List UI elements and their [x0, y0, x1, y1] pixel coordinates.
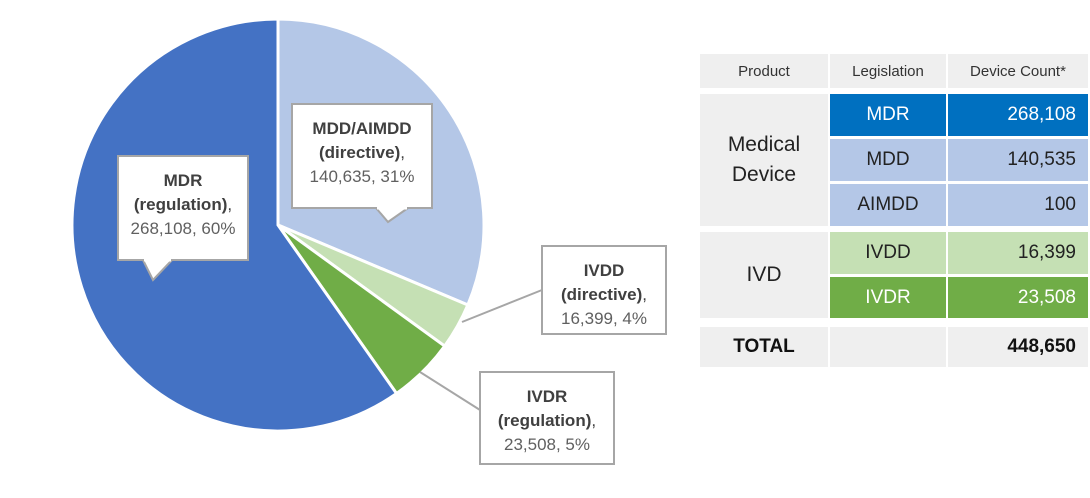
count-cell: 16,399 [948, 232, 1088, 274]
callout-value: 23,508, 5% [504, 435, 590, 454]
header-product: Product [700, 54, 828, 88]
callout-box [479, 371, 615, 465]
callout-descriptor: (regulation), [134, 195, 232, 214]
callout-ivdr: IVDR (regulation), 23,508, 5% [419, 371, 615, 465]
legislation-cell: MDD [830, 139, 946, 181]
legislation-cell: MDR [830, 94, 946, 136]
total-label: TOTAL [700, 327, 828, 367]
product-ivd: IVD [700, 232, 828, 318]
pie-chart: MDR (regulation), 268,108, 60% MDD/AIMDD (di… [70, 17, 667, 465]
callout-box [117, 155, 249, 261]
total-value: 448,650 [948, 327, 1088, 367]
callout-value: 268,108, 60% [131, 219, 236, 238]
table-header-row: Product Legislation Device Count* [700, 54, 1088, 88]
count-cell: 268,108 [948, 94, 1088, 136]
callout-pointer [375, 207, 409, 224]
table-row: MDD 140,535 [830, 139, 1088, 181]
count-cell: 140,535 [948, 139, 1088, 181]
callout-descriptor: (directive), [561, 285, 647, 304]
product-medical-device: Medical Device [700, 94, 828, 226]
callout-mdr: MDR (regulation), 268,108, 60% [117, 155, 249, 282]
callout-pointer [142, 259, 173, 282]
callout-value: 140,635, 31% [310, 167, 415, 186]
table-total-row: TOTAL 448,650 [700, 327, 1088, 367]
legislation-cell: IVDD [830, 232, 946, 274]
table-row: AIMDD 100 [830, 184, 1088, 226]
leader-line [419, 371, 481, 411]
callout-category: MDR [164, 171, 203, 190]
product-medical-device-line1: Medical [727, 133, 801, 156]
callout-box [291, 103, 433, 209]
pie-chart-area: MDR (regulation), 268,108, 60% MDD/AIMDD (di… [70, 17, 667, 465]
callout-value: 16,399, 4% [561, 309, 647, 328]
total-empty-cell [830, 327, 946, 367]
callout-descriptor: (regulation), [498, 411, 596, 430]
table-row: MDR 268,108 [830, 94, 1088, 136]
legislation-cell: AIMDD [830, 184, 946, 226]
callout-mdd-aimdd: MDD/AIMDD (directive), 140,635, 31% [291, 103, 433, 224]
callout-ivdd: IVDD (directive), 16,399, 4% [461, 245, 667, 335]
header-legislation: Legislation [830, 54, 946, 88]
legislation-cell: IVDR [830, 277, 946, 318]
product-medical-device-line2: Device [731, 163, 797, 186]
callout-descriptor: (directive), [319, 143, 405, 162]
table-row: IVDD 16,399 [830, 232, 1088, 274]
leader-line [461, 289, 543, 323]
callout-category: IVDD [584, 261, 625, 280]
callout-box [541, 245, 667, 335]
count-cell: 23,508 [948, 277, 1088, 318]
callout-category: IVDR [527, 387, 568, 406]
callout-category: MDD/AIMDD [312, 119, 411, 138]
count-cell: 100 [948, 184, 1088, 226]
table-row: IVDR 23,508 [830, 277, 1088, 318]
header-device-count: Device Count* [948, 54, 1088, 88]
